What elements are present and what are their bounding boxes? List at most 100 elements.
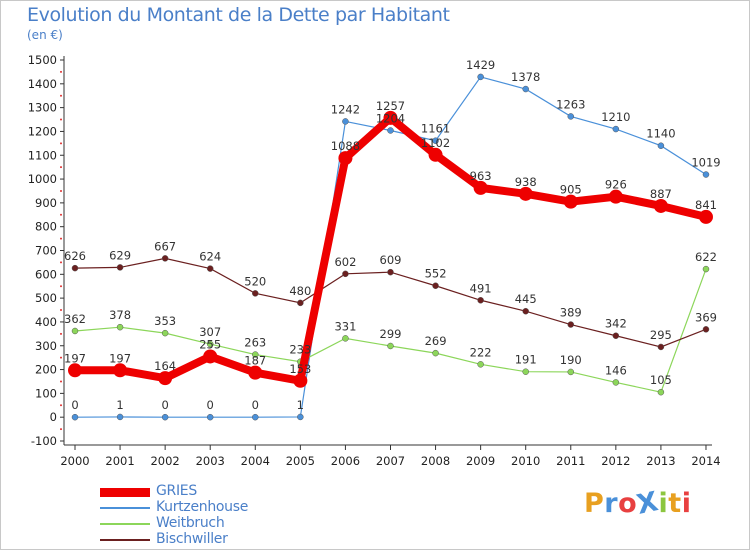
data-label-gries: 255: [199, 337, 221, 351]
data-label-gries: 841: [695, 198, 717, 212]
data-label-gries: 1257: [376, 99, 405, 113]
data-point-kurtzenhouse: [432, 137, 439, 144]
data-label-weitbruch: 362: [64, 312, 86, 326]
data-label-bischwiller: 624: [199, 250, 221, 264]
x-tick-label: 2000: [60, 454, 89, 468]
data-point-gries: [473, 180, 488, 195]
legend-swatch: [100, 487, 150, 497]
data-point-bischwiller: [567, 321, 575, 328]
data-point-gries: [113, 363, 128, 378]
data-point-bischwiller: [161, 255, 169, 262]
legend-swatch: [100, 523, 150, 525]
logo-letter: o: [618, 488, 638, 519]
y-minor-dot: [60, 332, 62, 335]
logo-letter: i: [658, 488, 669, 519]
data-point-kurtzenhouse: [161, 413, 169, 421]
x-tick-label: 2007: [376, 454, 405, 468]
x-tick-label: 2003: [196, 454, 225, 468]
logo-letter: X: [634, 486, 662, 521]
y-tick-label: 600: [35, 267, 57, 281]
data-point-bischwiller: [477, 297, 484, 304]
y-tick-label: -100: [31, 434, 57, 448]
data-label-weitbruch: 269: [425, 334, 447, 348]
data-point-kurtzenhouse: [522, 85, 529, 93]
x-tick-label: 2014: [691, 454, 720, 468]
x-tick-label: 2008: [421, 454, 450, 468]
y-tick-label: 1000: [28, 172, 57, 186]
data-label-weitbruch: 622: [695, 250, 717, 264]
data-label-gries: 197: [109, 351, 131, 365]
x-tick-label: 2010: [511, 454, 540, 468]
data-label-kurtzenhouse: 1204: [376, 111, 405, 125]
data-point-bischwiller: [116, 264, 124, 271]
y-tick-label: 100: [35, 386, 57, 400]
data-point-kurtzenhouse: [477, 73, 484, 81]
data-label-gries: 905: [560, 183, 582, 197]
data-label-kurtzenhouse: 0: [252, 398, 259, 412]
data-label-bischwiller: 445: [515, 292, 537, 306]
data-label-weitbruch: 331: [334, 319, 356, 333]
data-label-bischwiller: 480: [289, 284, 311, 298]
y-minor-dot: [60, 428, 62, 431]
data-label-weitbruch: 190: [560, 353, 582, 367]
data-point-gries: [428, 147, 443, 162]
data-label-gries: 938: [515, 175, 537, 189]
y-minor-dot: [60, 213, 62, 216]
data-point-bischwiller: [297, 299, 304, 307]
data-point-weitbruch: [71, 327, 79, 335]
data-point-weitbruch: [161, 329, 169, 337]
logo-letter: P: [584, 488, 605, 519]
data-point-bischwiller: [252, 290, 259, 297]
data-point-gries: [518, 186, 533, 201]
y-tick-label: 400: [35, 315, 57, 329]
data-label-bischwiller: 626: [64, 249, 86, 263]
data-point-weitbruch: [612, 379, 620, 386]
y-minor-dot: [60, 356, 62, 359]
data-label-gries: 197: [64, 351, 86, 365]
data-label-weitbruch: 222: [470, 345, 492, 359]
data-point-gries: [698, 209, 713, 224]
data-point-weitbruch: [252, 351, 259, 358]
y-tick-label: 700: [35, 244, 57, 258]
data-label-kurtzenhouse: 1378: [511, 70, 540, 84]
data-label-kurtzenhouse: 1242: [331, 102, 360, 116]
y-tick-label: 1100: [28, 148, 57, 162]
y-minor-dot: [60, 70, 62, 73]
data-label-kurtzenhouse: 1: [297, 398, 304, 412]
data-point-gries: [68, 363, 82, 378]
chart-unit-label: (en €): [27, 28, 63, 42]
data-label-bischwiller: 491: [470, 281, 492, 295]
data-point-weitbruch: [477, 361, 484, 368]
legend-swatch: [100, 507, 150, 509]
y-minor-dot: [60, 309, 62, 312]
data-point-bischwiller: [342, 270, 349, 278]
x-tick-label: 2006: [331, 454, 360, 468]
logo-letter: r: [604, 488, 619, 519]
data-label-kurtzenhouse: 0: [207, 398, 214, 412]
data-label-bischwiller: 602: [334, 255, 356, 269]
y-tick-label: 300: [35, 339, 57, 353]
data-label-bischwiller: 389: [560, 306, 582, 320]
data-point-kurtzenhouse: [612, 125, 620, 133]
data-point-bischwiller: [432, 282, 439, 289]
data-point-bischwiller: [657, 343, 665, 351]
legend-swatch: [100, 539, 150, 541]
data-label-gries: 1088: [331, 139, 360, 153]
y-minor-dot: [60, 237, 62, 240]
x-tick-label: 2002: [150, 454, 179, 468]
data-point-gries: [653, 198, 668, 213]
data-label-bischwiller: 667: [154, 239, 176, 253]
y-minor-dot: [60, 142, 62, 145]
data-label-kurtzenhouse: 1210: [601, 110, 630, 124]
data-label-weitbruch: 299: [380, 327, 402, 341]
data-point-bischwiller: [612, 332, 620, 339]
data-label-bischwiller: 520: [244, 274, 266, 288]
y-tick-label: 0: [50, 410, 57, 424]
data-point-gries: [248, 365, 263, 380]
legend-label: Bischwiller: [156, 531, 228, 547]
data-label-bischwiller: 342: [605, 317, 627, 331]
data-label-weitbruch: 263: [244, 336, 266, 350]
y-tick-label: 1400: [28, 77, 57, 91]
data-label-bischwiller: 369: [695, 310, 717, 324]
data-point-weitbruch: [206, 340, 214, 348]
